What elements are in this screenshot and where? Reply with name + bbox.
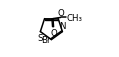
Text: N: N bbox=[59, 22, 66, 31]
Text: O: O bbox=[50, 28, 57, 37]
Text: O: O bbox=[57, 8, 64, 17]
Text: CH₃: CH₃ bbox=[66, 14, 82, 23]
Text: Br: Br bbox=[41, 35, 50, 44]
Text: S: S bbox=[37, 34, 42, 43]
